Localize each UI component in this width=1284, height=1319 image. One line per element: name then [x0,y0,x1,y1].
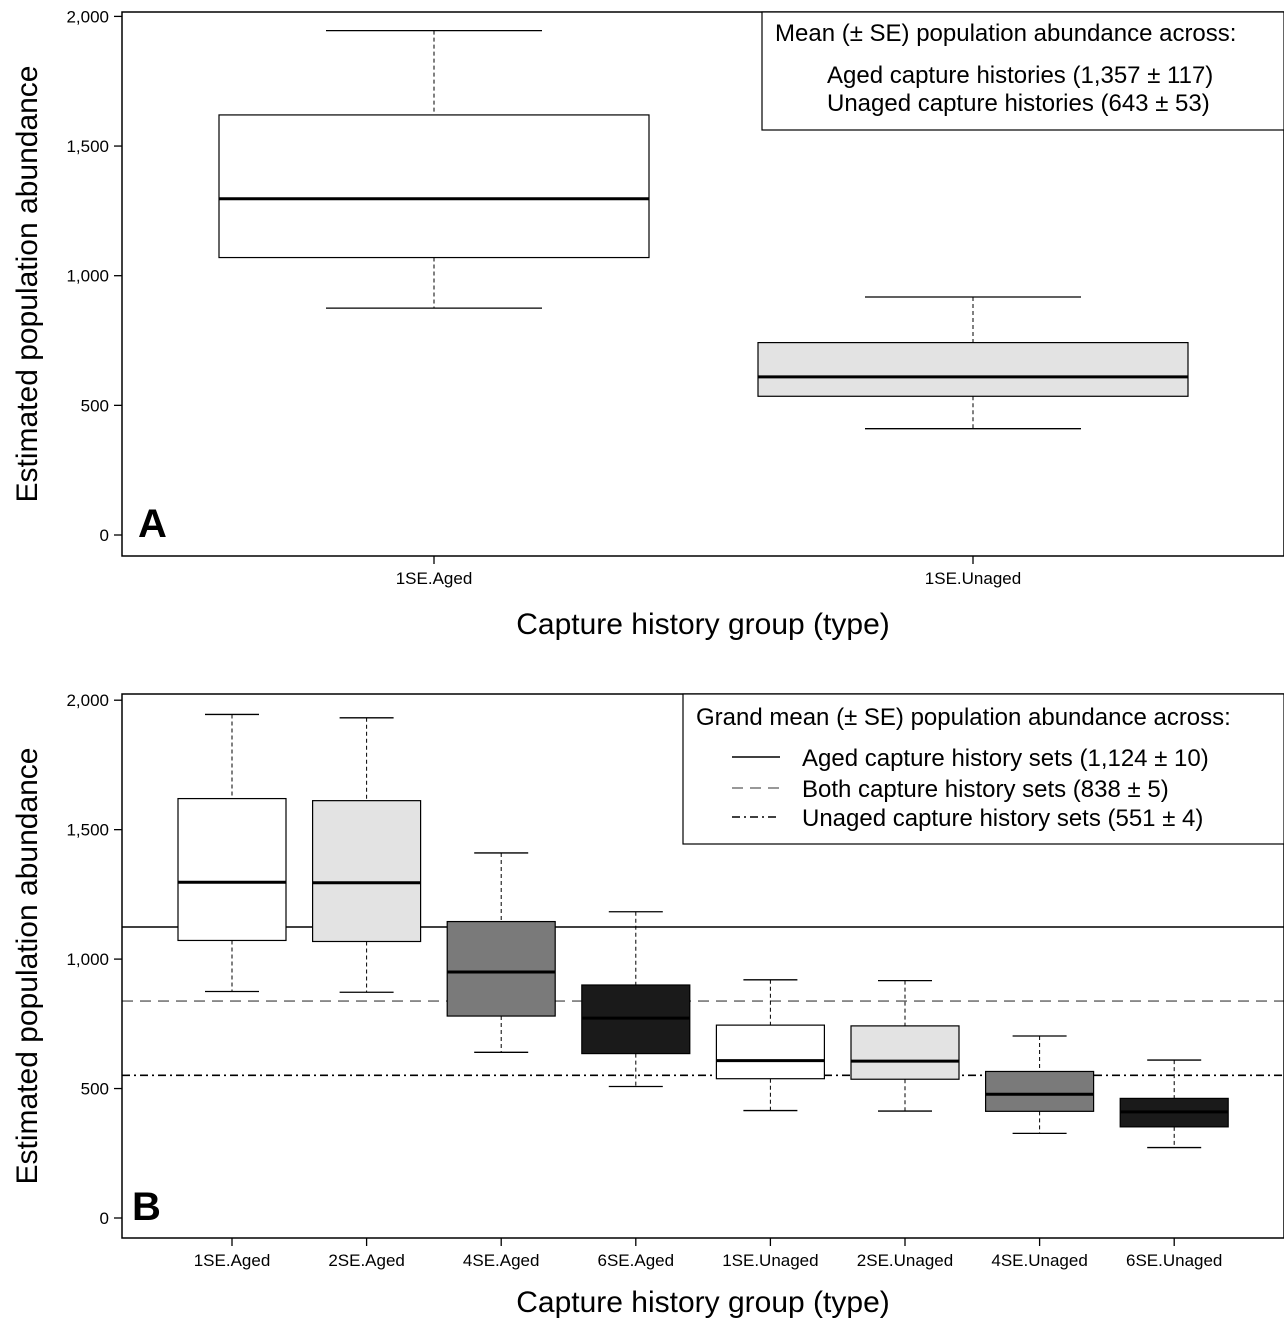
box-iqr [850,1025,960,1080]
panel-a-legend-title: Mean (± SE) population abundance across: [775,20,1236,47]
y-tick-label: 0 [100,526,109,545]
panel-a-plot-frame [121,11,1284,557]
box-iqr [984,1070,1095,1112]
panel-b-y-axis: 0 500 1,000 1,500 2,000 [66,691,122,1228]
box-iqr [446,920,556,1017]
y-tick-label: 1,500 [66,821,109,840]
x-tick-label: 4SE.Aged [463,1251,540,1270]
box-iqr [177,797,287,942]
y-tick-label: 2,000 [66,691,109,710]
box-iqr [218,114,650,259]
x-tick-label: 1SE.Unaged [925,569,1021,588]
y-tick-label: 0 [100,1209,109,1228]
panel-b-legend-title: Grand mean (± SE) population abundance a… [696,704,1231,731]
panel-a-legend-item-aged: Aged capture histories (1,357 ± 117) [827,62,1213,89]
x-tick-label: 1SE.Unaged [722,1251,818,1270]
panel-a-legend: Mean (± SE) population abundance across:… [761,11,1284,131]
x-tick-label: 6SE.Unaged [1126,1251,1222,1270]
panel-a-y-axis: 0 500 1,000 1,500 2,000 [66,7,122,545]
panel-b-label: B [132,1185,161,1229]
panel-b-y-axis-title: Estimated population abundance [11,748,44,1185]
box-iqr [757,341,1189,397]
box-iqr [715,1024,826,1080]
panel-a-label: A [138,502,167,546]
panel-a-legend-item-unaged: Unaged capture histories (643 ± 53) [827,90,1210,117]
panel-b-legend-frame [682,693,1284,845]
panel-a-legend-frame [761,11,1284,131]
panel-b-reference-lines [122,926,1284,1077]
x-tick-label: 2SE.Unaged [857,1251,953,1270]
panel-a-x-axis: 1SE.Aged 1SE.Unaged [396,556,1021,588]
panel-a-x-axis-title: Capture history group (type) [516,608,890,641]
panel-b: 0 500 1,000 1,500 2,000 1SE.Aged 2SE.Aged 4SE.… [11,691,1284,1319]
y-tick-label: 500 [81,1080,109,1099]
x-tick-label: 4SE.Unaged [991,1251,1087,1270]
x-tick-label: 2SE.Aged [328,1251,405,1270]
panel-a-y-axis-title: Estimated population abundance [11,66,44,503]
y-tick-label: 500 [81,396,109,415]
panel-b-legend-item-unaged: Unaged capture history sets (551 ± 4) [802,805,1203,832]
y-tick-label: 1,000 [66,950,109,969]
x-tick-label: 6SE.Aged [598,1251,675,1270]
x-tick-label: 1SE.Aged [194,1251,271,1270]
y-tick-label: 1,000 [66,267,109,286]
panel-b-legend-item-both: Both capture history sets (838 ± 5) [802,776,1169,803]
x-tick-label: 1SE.Aged [396,569,473,588]
panel-b-legend: Grand mean (± SE) population abundance a… [682,693,1284,845]
panel-a: 0 500 1,000 1,500 2,000 1SE.Aged 1SE.Unaged A… [11,7,1284,641]
box-iqr [312,800,422,943]
y-tick-label: 2,000 [66,7,109,26]
panel-b-x-axis-title: Capture history group (type) [516,1286,890,1319]
y-tick-label: 1,500 [66,137,109,156]
panel-a-boxes [218,30,1189,430]
panel-b-x-axis: 1SE.Aged 2SE.Aged 4SE.Aged 6SE.Aged 1SE.Unag… [194,1238,1222,1270]
panel-b-boxes [177,713,1229,1149]
panel-b-legend-item-aged: Aged capture history sets (1,124 ± 10) [802,745,1209,772]
